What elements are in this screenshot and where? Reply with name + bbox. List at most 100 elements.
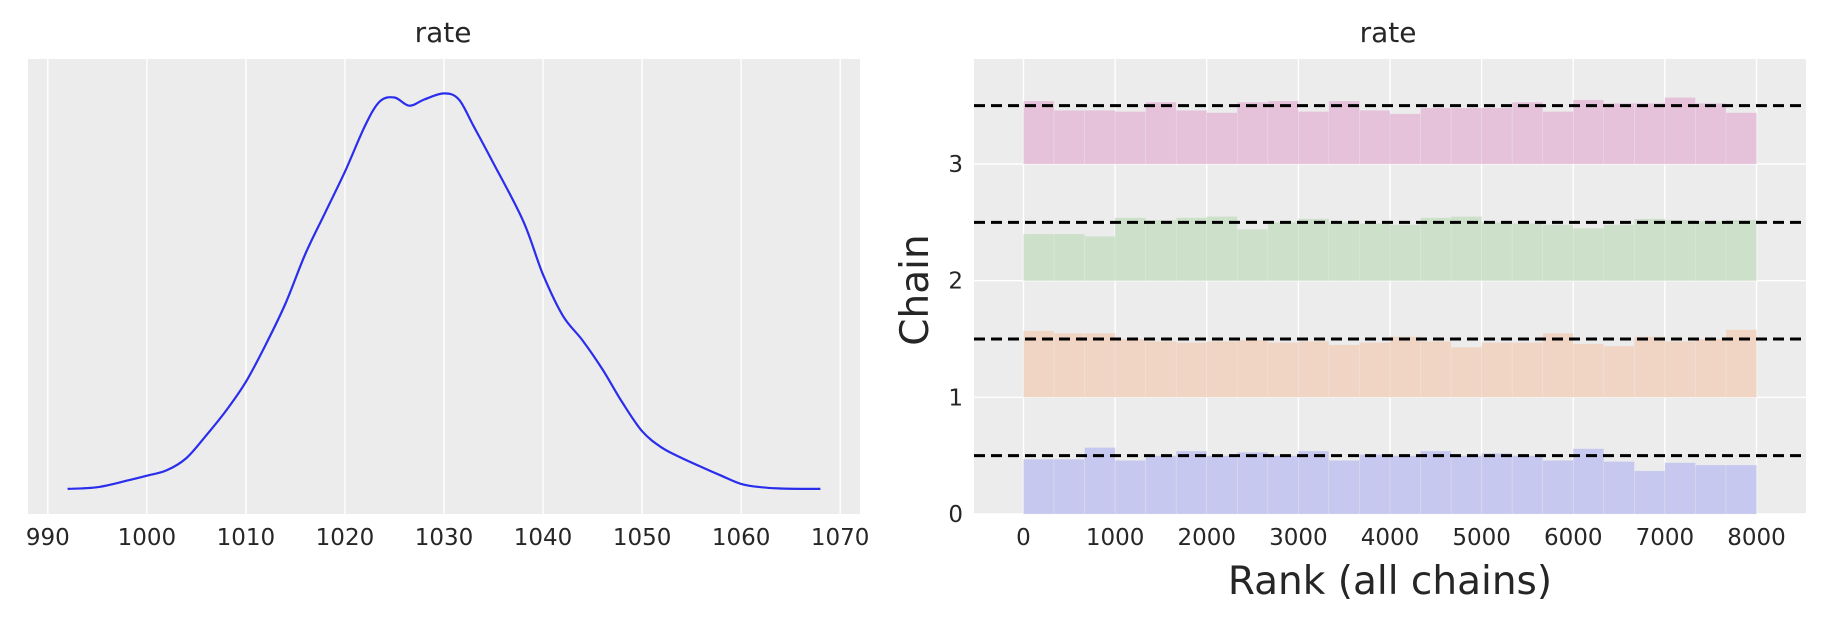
rank-bar-chain-1: [1298, 341, 1330, 398]
rank-bar-chain-1: [1389, 336, 1421, 398]
rank-bar-chain-1: [1359, 342, 1391, 398]
rank-x-axis-label: Rank (all chains): [1228, 559, 1552, 604]
rank-bar-chain-2: [1603, 224, 1635, 281]
rank-bar-chain-2: [1450, 216, 1482, 281]
rank-bar-chain-1: [1328, 344, 1360, 398]
kde-x-tick: 1010: [217, 525, 276, 551]
rank-bar-chain-2: [1481, 222, 1513, 281]
rank-bar-chain-1: [1481, 342, 1513, 398]
rank-bar-chain-1: [1420, 341, 1452, 398]
rank-bar-chain-1: [1725, 329, 1757, 398]
rank-bar-chain-3: [1664, 97, 1696, 165]
rank-bar-chain-2: [1542, 224, 1574, 281]
rank-bar-chain-0: [1664, 462, 1696, 515]
rank-x-tick: 8000: [1727, 525, 1786, 551]
rank-panel: rate 0 1000 2000 3000 4000 5000 6000 7000 8000 0…: [893, 16, 1806, 604]
rank-bar-chain-2: [1695, 220, 1727, 281]
rank-bar-chain-2: [1511, 223, 1544, 281]
kde-x-tick: 1000: [118, 525, 177, 551]
rank-bar-chain-1: [1634, 336, 1666, 398]
rank-bar-chain-3: [1298, 111, 1330, 165]
rank-y-tick: 2: [948, 269, 963, 295]
rank-bar-chain-1: [1664, 341, 1696, 398]
rank-x-tick: 7000: [1636, 525, 1695, 551]
rank-y-tick: 1: [948, 385, 963, 411]
rank-x-tick: 4000: [1361, 525, 1420, 551]
rank-bar-chain-2: [1634, 218, 1666, 281]
rank-bar-chain-3: [1206, 112, 1238, 165]
rank-bar-chain-2: [1023, 233, 1055, 281]
rank-bar-chain-0: [1206, 455, 1238, 515]
rank-bar-chain-3: [1572, 99, 1605, 165]
rank-bar-chain-0: [1328, 460, 1360, 515]
rank-bar-chain-2: [1236, 229, 1269, 281]
rank-bar-chain-3: [1450, 107, 1482, 165]
rank-title: rate: [1360, 16, 1417, 49]
rank-y-axis-label: Chain: [893, 234, 938, 345]
kde-x-tick: 1040: [514, 525, 573, 551]
rank-bar-chain-1: [1114, 338, 1146, 398]
rank-bar-chain-3: [1603, 103, 1635, 165]
rank-y-tick-labels: 0 1 2 3: [948, 152, 963, 528]
rank-bar-chain-2: [1328, 222, 1360, 281]
rank-bars: [1023, 97, 1757, 515]
rank-bar-chain-2: [1359, 223, 1391, 281]
kde-x-tick: 1030: [415, 525, 474, 551]
kde-curve: [67, 92, 821, 491]
rank-bar-chain-1: [1084, 332, 1116, 398]
rank-bar-chain-3: [1145, 101, 1177, 165]
rank-bar-chain-3: [1542, 111, 1574, 165]
rank-bar-chain-2: [1267, 222, 1299, 281]
rank-bar-chain-1: [1511, 342, 1544, 398]
rank-bar-chain-3: [1328, 100, 1360, 165]
rank-bar-chain-2: [1206, 216, 1238, 281]
rank-bar-chain-0: [1725, 464, 1757, 515]
rank-bar-chain-2: [1389, 224, 1421, 281]
rank-bar-chain-3: [1114, 111, 1146, 165]
rank-reference-lines: [974, 104, 1806, 458]
rank-x-tick: 5000: [1452, 525, 1511, 551]
rank-bar-chain-0: [1603, 461, 1635, 515]
rank-bar-chain-1: [1023, 330, 1055, 398]
rank-bar-chain-0: [1267, 455, 1299, 515]
rank-bar-chain-1: [1572, 343, 1605, 398]
rank-bar-chain-2: [1175, 217, 1208, 281]
rank-x-tick: 3000: [1269, 525, 1328, 551]
rank-bar-chain-2: [1053, 233, 1085, 281]
kde-x-tick: 1060: [712, 525, 771, 551]
rank-bar-chain-1: [1053, 332, 1085, 398]
rank-bar-chain-3: [1023, 100, 1055, 165]
rank-bar-chain-1: [1267, 342, 1299, 398]
rank-bar-chain-0: [1359, 454, 1391, 515]
rank-bar-chain-3: [1267, 100, 1299, 165]
rank-bar-chain-1: [1450, 346, 1482, 398]
rank-x-tick: 6000: [1544, 525, 1603, 551]
rank-bar-chain-3: [1695, 103, 1727, 165]
rank-bar-chain-2: [1114, 217, 1146, 281]
rank-bar-chain-2: [1084, 236, 1116, 281]
rank-bar-chain-2: [1420, 217, 1452, 281]
kde-x-tick: 1070: [811, 525, 870, 551]
rank-bar-chain-0: [1298, 450, 1330, 515]
rank-bar-chain-0: [1023, 458, 1055, 515]
rank-bar-chain-0: [1389, 455, 1421, 515]
rank-bar-chain-3: [1511, 101, 1544, 165]
rank-bar-chain-1: [1542, 332, 1574, 398]
rank-bar-chain-0: [1695, 464, 1727, 515]
rank-bar-chain-0: [1236, 451, 1269, 515]
rank-bar-chain-3: [1634, 103, 1666, 165]
kde-x-tick-labels: 990 1000 1010 1020 1030 1040 1050 1060 1070: [26, 525, 870, 551]
rank-bar-chain-0: [1114, 460, 1146, 515]
rank-bar-chain-1: [1145, 341, 1177, 398]
rank-bar-chain-3: [1420, 107, 1452, 165]
kde-x-tick: 1020: [316, 525, 375, 551]
rank-x-tick: 1000: [1086, 525, 1145, 551]
rank-x-tick: 2000: [1177, 525, 1236, 551]
rank-bar-chain-0: [1450, 455, 1482, 515]
kde-gridlines: [47, 59, 841, 514]
rank-bar-chain-1: [1206, 341, 1238, 398]
rank-bar-chain-1: [1175, 342, 1208, 398]
rank-bar-chain-3: [1084, 110, 1116, 165]
rank-bar-chain-1: [1695, 338, 1727, 398]
